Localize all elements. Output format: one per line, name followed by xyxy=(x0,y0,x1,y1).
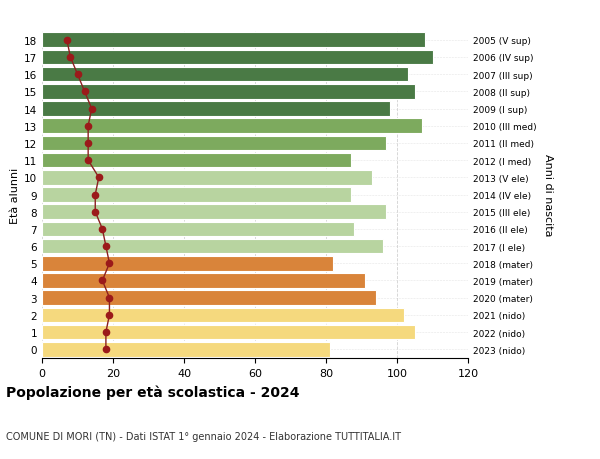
Bar xyxy=(42,171,372,185)
Text: COMUNE DI MORI (TN) - Dati ISTAT 1° gennaio 2024 - Elaborazione TUTTITALIA.IT: COMUNE DI MORI (TN) - Dati ISTAT 1° genn… xyxy=(6,431,401,441)
Text: Popolazione per età scolastica - 2024: Popolazione per età scolastica - 2024 xyxy=(6,385,299,399)
Bar xyxy=(42,222,355,237)
Bar xyxy=(42,68,407,82)
Bar xyxy=(42,308,404,322)
Bar xyxy=(42,102,390,117)
Bar xyxy=(42,239,383,254)
Bar xyxy=(42,34,425,48)
Y-axis label: Anni di nascita: Anni di nascita xyxy=(543,154,553,236)
Bar xyxy=(42,85,415,100)
Bar xyxy=(42,274,365,288)
Bar xyxy=(42,119,422,134)
Bar xyxy=(42,257,333,271)
Bar xyxy=(42,188,351,202)
Bar xyxy=(42,205,386,219)
Bar xyxy=(42,325,415,340)
Y-axis label: Età alunni: Età alunni xyxy=(10,167,20,223)
Bar xyxy=(42,136,386,151)
Bar xyxy=(42,153,351,168)
Bar xyxy=(42,291,376,305)
Bar xyxy=(42,342,329,357)
Bar xyxy=(42,50,433,65)
